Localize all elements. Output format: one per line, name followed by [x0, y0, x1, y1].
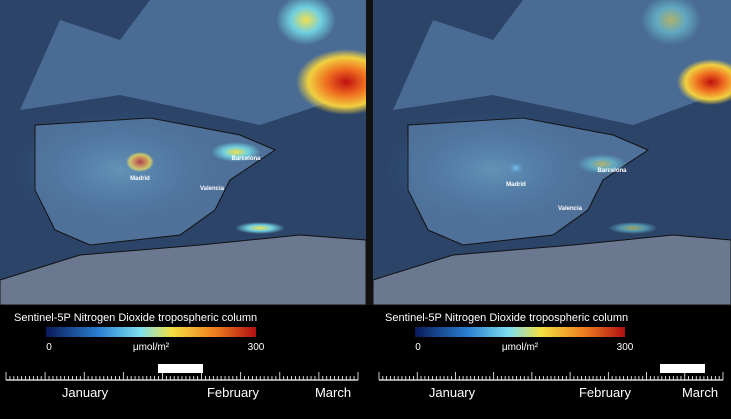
no2-blob — [10, 110, 230, 230]
timeline-month: March — [682, 385, 718, 400]
timeline-month: February — [579, 385, 632, 400]
panel-divider — [366, 0, 373, 305]
colorbar — [46, 327, 256, 337]
city-label: Valencia — [558, 206, 583, 212]
colorbar-unit: μmol/m² — [133, 342, 170, 353]
colorbar-max: 300 — [248, 342, 265, 353]
city-label: Barcelona — [231, 156, 261, 162]
land-africa — [372, 234, 731, 306]
no2-blob — [608, 222, 658, 234]
city-label: Madrid — [130, 176, 150, 182]
no2-blob — [276, 0, 336, 45]
timeline-slider — [158, 364, 203, 373]
timeline-month: March — [315, 385, 351, 400]
colorbar-max: 300 — [617, 342, 634, 353]
colorbar — [415, 327, 625, 337]
timeline-slider — [660, 364, 705, 373]
map-panel: Madrid Valencia Barcelona — [0, 0, 396, 306]
timeline-month: January — [429, 385, 476, 400]
colorbar-min: 0 — [415, 342, 421, 353]
timeline-month: February — [207, 385, 260, 400]
no2-blob — [383, 110, 603, 230]
city-label: Madrid — [506, 182, 526, 188]
map-panel: Madrid Valencia Barcelona — [372, 0, 731, 306]
legend-title: Sentinel-5P Nitrogen Dioxide tropospheri… — [385, 312, 628, 324]
no2-blob — [235, 222, 285, 234]
colorbar-min: 0 — [46, 342, 52, 353]
land-africa — [0, 234, 367, 306]
legend-title: Sentinel-5P Nitrogen Dioxide tropospheri… — [14, 312, 257, 324]
no2-blob — [641, 0, 701, 45]
no2-blob — [677, 59, 731, 105]
colorbar-unit: μmol/m² — [502, 342, 539, 353]
timeline-month: January — [62, 385, 109, 400]
city-label: Valencia — [200, 186, 225, 192]
city-label: Barcelona — [597, 168, 627, 174]
